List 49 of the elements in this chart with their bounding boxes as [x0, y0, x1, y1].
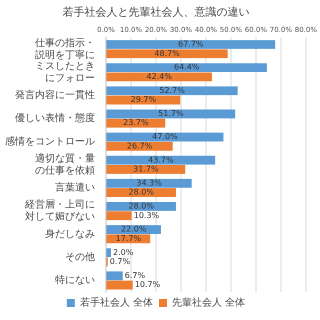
bar [106, 280, 133, 290]
y-tick-label: 仕事の指示・説明を丁寧に [35, 36, 95, 61]
y-tick-label: 発言内容に一貫性 [15, 89, 95, 102]
legend-label: 若手社会人 全体 [80, 296, 154, 309]
bar [106, 248, 111, 258]
bar [106, 96, 180, 104]
bar [106, 110, 236, 118]
bar [106, 86, 238, 96]
data-label: 26.7% [126, 141, 153, 150]
data-label: 22.0% [121, 224, 147, 234]
bar [106, 271, 123, 280]
data-label: 47.0% [152, 132, 178, 142]
data-label: 10.3% [134, 210, 160, 220]
data-label: 23.7% [123, 118, 149, 128]
y-tick-label: 言葉遣い [55, 182, 95, 194]
data-label: 31.7% [133, 164, 159, 174]
data-label: 52.7% [159, 86, 186, 95]
data-label: 2.0% [112, 248, 134, 257]
data-label: 48.7% [154, 48, 180, 58]
data-label: 42.4% [146, 72, 172, 81]
data-label: 17.7% [116, 234, 142, 243]
bar [106, 132, 224, 142]
bar [106, 49, 228, 58]
legend-label: 先輩社会人 全体 [172, 296, 246, 309]
data-label: 43.7% [148, 155, 174, 164]
data-label: 10.7% [134, 280, 161, 290]
y-tick-label: ミスしたときにフォロー [35, 60, 95, 84]
data-label: 51.7% [158, 109, 184, 118]
y-tick-label: 経営層・上司に対して媚びない [24, 198, 95, 223]
y-tick-label: 適切な質・量の仕事を依頼 [35, 152, 95, 176]
data-label: 29.7% [130, 95, 156, 104]
chart-title: 若手社会人と先輩社会人、意識の違い [62, 5, 250, 18]
y-tick-label: 感情をコントロール [5, 135, 95, 148]
data-label: 6.7% [124, 270, 146, 280]
data-label: 0.7% [110, 257, 130, 266]
bar [106, 40, 276, 49]
bar [106, 211, 132, 220]
data-label: 34.3% [136, 178, 162, 188]
bar [106, 72, 212, 82]
data-label: 28.0% [128, 188, 154, 197]
bar [106, 165, 186, 174]
y-tick-label: 特にない [55, 274, 95, 286]
y-tick-label: 身だしなみ [45, 228, 95, 240]
y-tick-label: 優しい表情・態度 [15, 112, 95, 124]
data-label: 28.0% [128, 202, 154, 211]
y-tick-label: その他 [65, 250, 95, 263]
data-label: 64.4% [174, 62, 200, 72]
data-label: 67.7% [178, 40, 204, 49]
bar [106, 63, 267, 72]
